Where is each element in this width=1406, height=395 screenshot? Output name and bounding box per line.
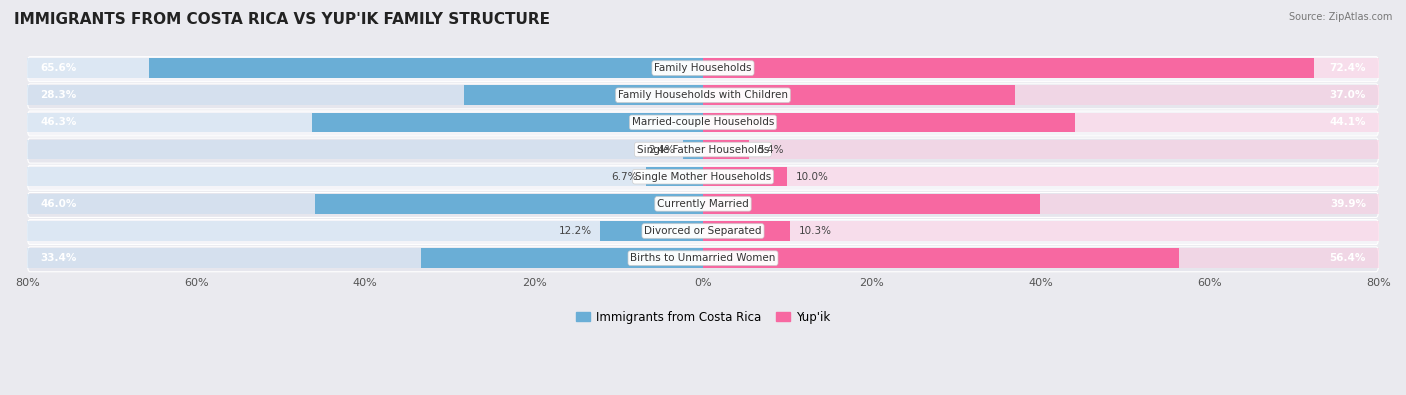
Bar: [27, 58, 703, 78]
Bar: [703, 194, 1379, 214]
Text: 10.0%: 10.0%: [796, 172, 828, 182]
Text: 56.4%: 56.4%: [1330, 253, 1367, 263]
Bar: [27, 221, 703, 241]
Text: 5.4%: 5.4%: [756, 145, 783, 154]
Bar: [703, 140, 1379, 159]
Text: IMMIGRANTS FROM COSTA RICA VS YUP'IK FAMILY STRUCTURE: IMMIGRANTS FROM COSTA RICA VS YUP'IK FAM…: [14, 12, 550, 27]
Text: Currently Married: Currently Married: [657, 199, 749, 209]
Bar: [27, 140, 703, 159]
Bar: [27, 248, 703, 268]
Bar: [703, 58, 1379, 78]
Text: 2.4%: 2.4%: [648, 145, 675, 154]
Bar: [703, 167, 1379, 186]
FancyBboxPatch shape: [27, 220, 1379, 245]
Text: Births to Unmarried Women: Births to Unmarried Women: [630, 253, 776, 263]
Text: Family Households with Children: Family Households with Children: [619, 90, 787, 100]
Text: 6.7%: 6.7%: [612, 172, 638, 182]
FancyBboxPatch shape: [27, 165, 1379, 190]
Text: 46.0%: 46.0%: [39, 199, 76, 209]
Text: 65.6%: 65.6%: [39, 63, 76, 73]
Text: 39.9%: 39.9%: [1330, 199, 1367, 209]
Text: 33.4%: 33.4%: [39, 253, 76, 263]
Text: Single Father Households: Single Father Households: [637, 145, 769, 154]
Bar: [27, 167, 703, 186]
Bar: [703, 140, 748, 159]
Bar: [703, 248, 1379, 268]
FancyBboxPatch shape: [27, 247, 1379, 272]
FancyBboxPatch shape: [27, 138, 1379, 163]
Bar: [703, 113, 1379, 132]
Bar: [27, 113, 703, 132]
Text: 72.4%: 72.4%: [1330, 63, 1367, 73]
Bar: [464, 85, 703, 105]
Text: Divorced or Separated: Divorced or Separated: [644, 226, 762, 236]
Bar: [27, 85, 703, 105]
FancyBboxPatch shape: [27, 84, 1379, 109]
Bar: [703, 85, 1015, 105]
Bar: [312, 113, 703, 132]
Text: 44.1%: 44.1%: [1330, 117, 1367, 127]
Bar: [703, 58, 1315, 78]
Bar: [600, 221, 703, 241]
Bar: [703, 113, 1076, 132]
Text: Family Households: Family Households: [654, 63, 752, 73]
Bar: [703, 194, 1040, 214]
Text: Married-couple Households: Married-couple Households: [631, 117, 775, 127]
Bar: [420, 248, 703, 268]
Text: 46.3%: 46.3%: [39, 117, 76, 127]
Bar: [27, 194, 703, 214]
Legend: Immigrants from Costa Rica, Yup'ik: Immigrants from Costa Rica, Yup'ik: [571, 306, 835, 328]
Text: Source: ZipAtlas.com: Source: ZipAtlas.com: [1288, 12, 1392, 22]
FancyBboxPatch shape: [27, 192, 1379, 217]
Text: Single Mother Households: Single Mother Households: [636, 172, 770, 182]
Bar: [703, 221, 1379, 241]
Text: 28.3%: 28.3%: [39, 90, 76, 100]
Bar: [703, 167, 787, 186]
Bar: [703, 85, 1379, 105]
Bar: [703, 221, 790, 241]
Text: 12.2%: 12.2%: [558, 226, 592, 236]
Bar: [647, 167, 703, 186]
Bar: [683, 140, 703, 159]
Bar: [149, 58, 703, 78]
FancyBboxPatch shape: [27, 111, 1379, 136]
Text: 10.3%: 10.3%: [799, 226, 831, 236]
FancyBboxPatch shape: [27, 56, 1379, 82]
Bar: [703, 248, 1180, 268]
Text: 37.0%: 37.0%: [1330, 90, 1367, 100]
Bar: [315, 194, 703, 214]
